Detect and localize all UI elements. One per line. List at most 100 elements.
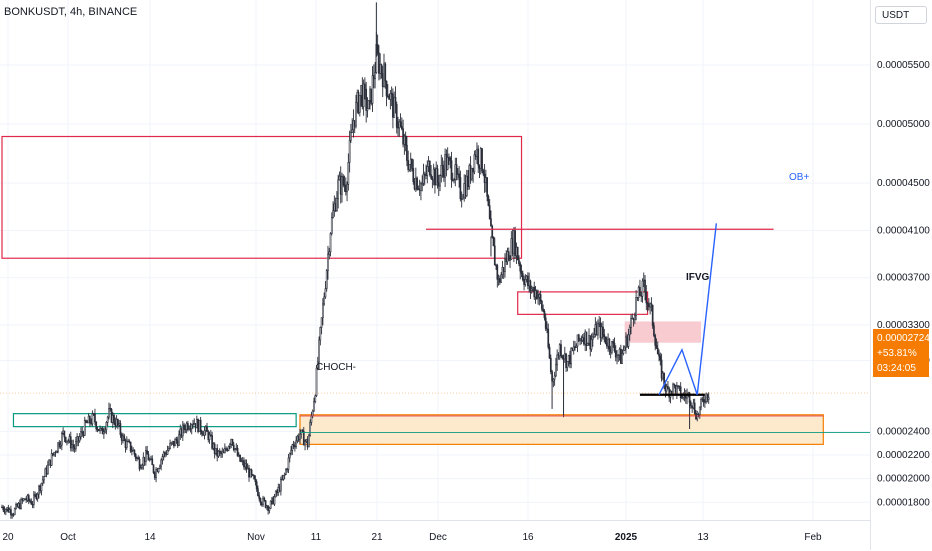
candle-body (439, 175, 441, 187)
candle-body (362, 83, 365, 108)
candle-body (217, 450, 220, 457)
candle-body (57, 442, 59, 452)
price-axis[interactable]: USDT 0.00005500 0.00005000 0.00004500 0.000… (870, 0, 932, 550)
candle-body (325, 270, 328, 289)
candle-body (369, 88, 371, 101)
candle-body (272, 497, 275, 505)
candle-body (239, 454, 241, 462)
candle-body (367, 100, 370, 110)
time-tick-label: 13 (697, 532, 709, 543)
candle-body (167, 448, 170, 451)
candle-body (145, 450, 147, 462)
candle-body (352, 120, 355, 131)
candle-body (150, 458, 152, 460)
candle-body (670, 390, 673, 395)
candle-body (594, 324, 597, 335)
candle-body (446, 157, 449, 170)
candle-body (229, 444, 231, 447)
candle-body (20, 499, 22, 509)
candle-body (254, 478, 257, 483)
time-axis[interactable]: 20 Oct 14 Nov 11 21 Dec 16 2025 13 Feb (0, 520, 870, 551)
candle-body (199, 419, 202, 432)
candle-body (541, 300, 543, 310)
candle-body (277, 486, 280, 494)
time-tick-label: Nov (247, 532, 265, 543)
candle-body (336, 198, 338, 211)
candle-body (85, 420, 87, 423)
candle-body (129, 441, 132, 452)
candle-body (223, 448, 226, 454)
candle-body (440, 164, 443, 176)
candle-body (2, 506, 5, 511)
candle-body (225, 448, 227, 450)
choch-label: CHOCH- (316, 362, 356, 373)
candle-body (574, 346, 576, 348)
candle-body (372, 75, 375, 80)
candle-body (12, 514, 15, 516)
candle-body (246, 467, 249, 470)
candle-body (664, 384, 667, 392)
candle-body (207, 431, 210, 440)
price-tick-label: 0.00004500 (877, 178, 930, 189)
candle-body (591, 336, 594, 340)
candle-body (386, 95, 389, 97)
candle-body (316, 361, 319, 369)
candle-body (614, 350, 617, 358)
candle-body (483, 173, 486, 183)
candle-body (89, 415, 91, 424)
candle-body (658, 353, 660, 357)
candle-body (636, 297, 639, 299)
candle-body (481, 148, 483, 172)
candle-body (80, 431, 82, 438)
candle-body (175, 438, 178, 442)
candle-body (49, 459, 52, 466)
candle-body (437, 182, 440, 187)
candle-body (511, 238, 514, 254)
candle-body (300, 429, 303, 435)
candle-body (693, 402, 696, 414)
candle-body (360, 85, 362, 96)
candle-body (493, 245, 496, 266)
candle-body (656, 347, 659, 355)
candle-body (537, 297, 539, 300)
candle-body (31, 503, 34, 506)
price-tick-label: 0.00005000 (877, 119, 930, 130)
candle-body (50, 453, 53, 466)
candle-body (251, 474, 254, 476)
projection-path (658, 223, 718, 396)
chart-area[interactable]: OB+ IFVG CHOCH- BONKUSDT, 4h, BINANCE (0, 0, 870, 520)
candle-body (111, 415, 114, 423)
candle-body (510, 238, 513, 260)
candle-body (496, 265, 499, 280)
candle-body (118, 423, 120, 426)
candle-body (518, 259, 520, 265)
price-chart[interactable]: OB+ IFVG CHOCH- (0, 0, 870, 520)
candle-body (406, 144, 408, 161)
candle-body (627, 334, 630, 347)
candle-body (204, 426, 207, 431)
candle-body (122, 435, 124, 441)
candle-body (479, 148, 482, 169)
candle-body (678, 385, 681, 388)
symbol-title[interactable]: BONKUSDT, 4h, BINANCE (4, 6, 138, 18)
candle-body (141, 464, 143, 468)
candle-body (227, 446, 230, 451)
candle-body (384, 63, 387, 82)
candle-body (628, 327, 631, 336)
candle-body (241, 460, 244, 462)
currency-selector[interactable]: USDT (875, 6, 927, 24)
candle-body (644, 279, 646, 293)
candle-body (397, 127, 399, 129)
candle-body (58, 442, 61, 447)
candle-body (535, 290, 538, 300)
candle-body (696, 414, 699, 420)
candle-body (426, 166, 429, 176)
candle-body (611, 341, 613, 353)
candle-body (39, 485, 42, 492)
candle-body (449, 157, 452, 161)
candle-body (557, 354, 560, 357)
candle-body (454, 164, 457, 180)
candle-body (374, 72, 376, 80)
candle-body (17, 503, 20, 508)
candle-body (665, 386, 668, 392)
